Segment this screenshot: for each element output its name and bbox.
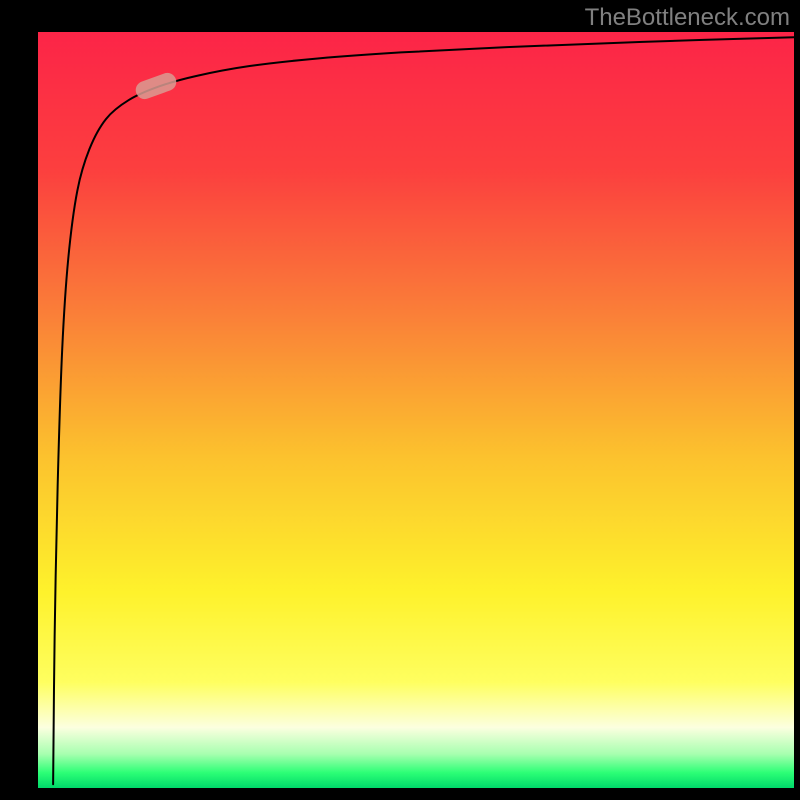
watermark-text: TheBottleneck.com	[585, 4, 790, 32]
plot-area	[38, 32, 794, 788]
bottleneck-curve	[38, 32, 794, 788]
chart-root: TheBottleneck.com	[0, 0, 800, 800]
